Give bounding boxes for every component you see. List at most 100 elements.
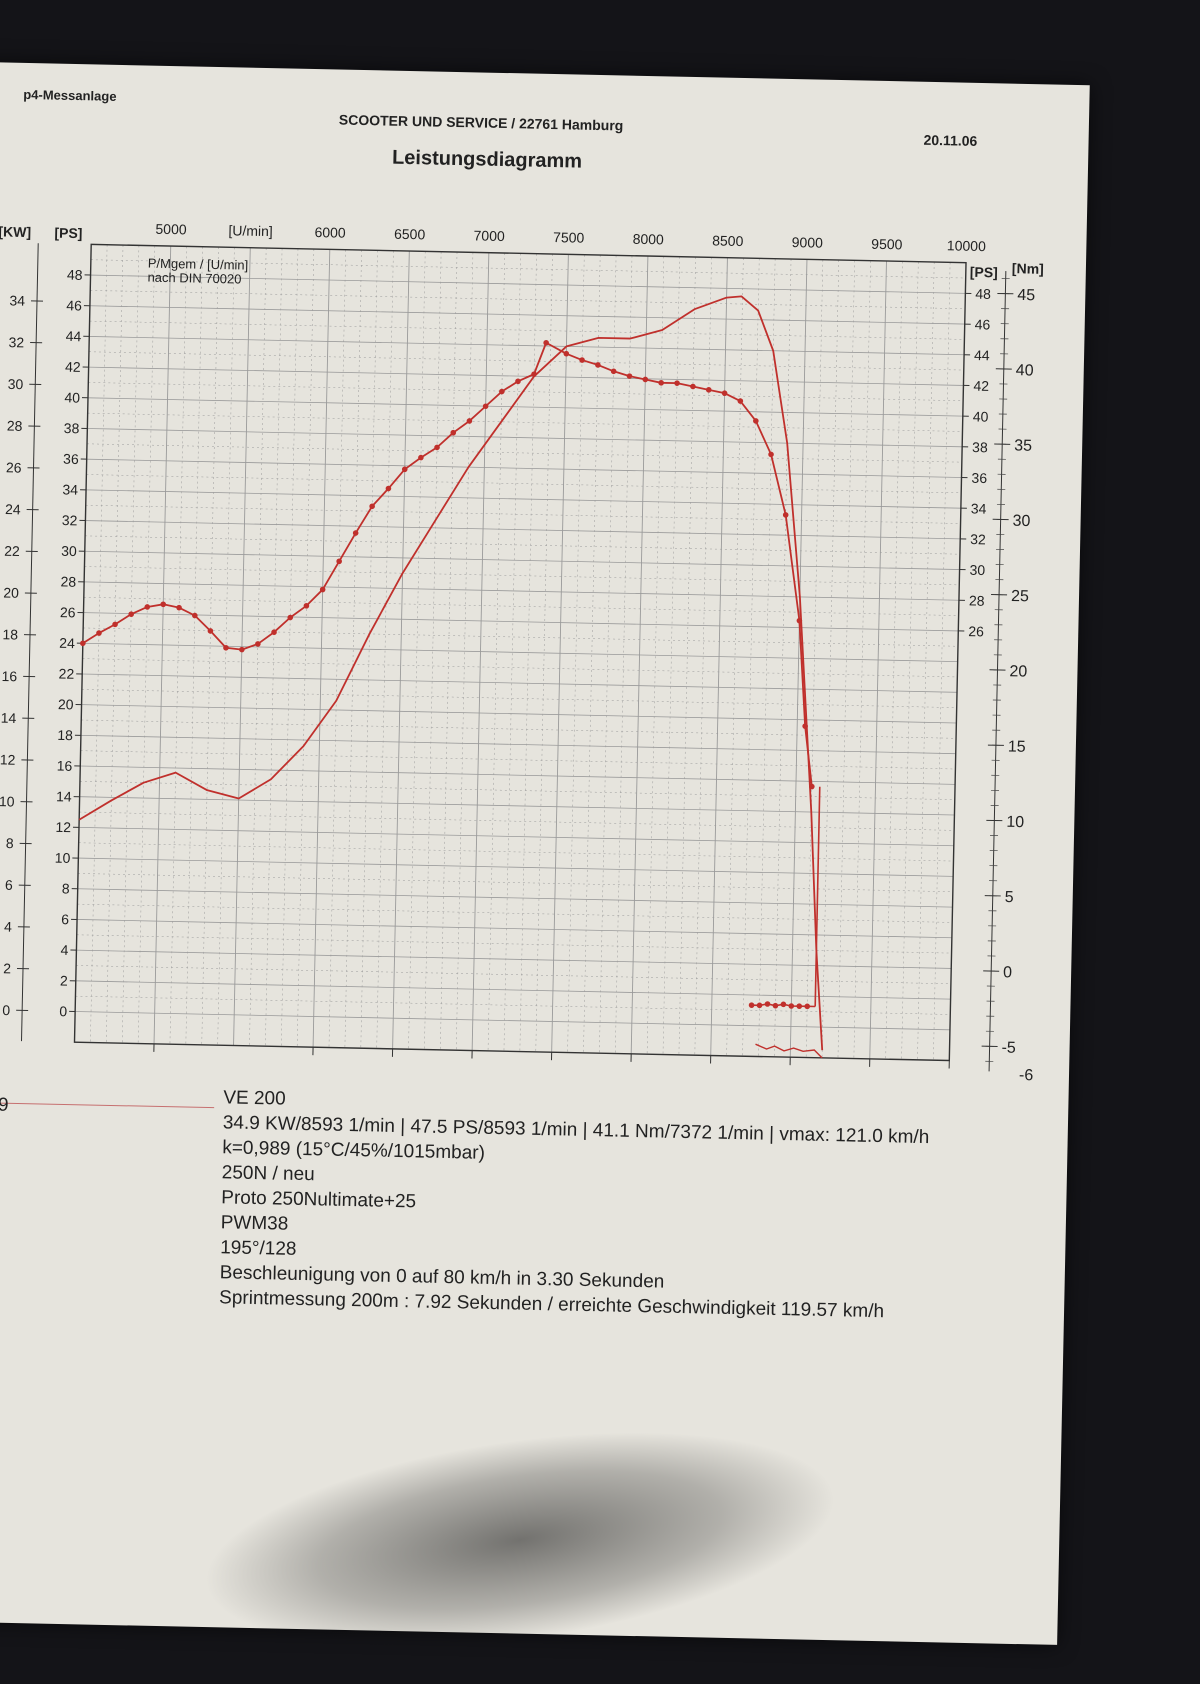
x-tick-label-top: 6500 bbox=[394, 226, 426, 243]
ps-tick-label-right: 40 bbox=[973, 408, 989, 424]
grid-line-horizontal bbox=[89, 367, 964, 385]
grid-line-horizontal bbox=[82, 689, 957, 707]
chart-grid bbox=[74, 244, 966, 1060]
grid-line-horizontal bbox=[88, 413, 963, 431]
ps-tick-label-right: 30 bbox=[969, 562, 985, 578]
x-axis-label-bottom: [U/min] bbox=[204, 1063, 261, 1083]
grid-line-horizontal bbox=[84, 582, 959, 600]
ps-tick-label-left: 20 bbox=[58, 696, 74, 712]
torque-point bbox=[144, 604, 150, 610]
grid-line-horizontal bbox=[87, 444, 962, 462]
grid-line-horizontal bbox=[79, 843, 954, 861]
x-tick-label-top: 10000 bbox=[947, 237, 986, 254]
torque-curve-nm bbox=[80, 333, 821, 786]
nm-tick-label: 45 bbox=[1017, 287, 1035, 304]
grid-line-horizontal bbox=[89, 352, 964, 370]
x-tick-label-top: 9500 bbox=[871, 236, 903, 253]
torque-tail-point bbox=[788, 1003, 794, 1009]
grid-line-horizontal bbox=[85, 551, 960, 569]
ps-tick-label-left: 4 bbox=[60, 942, 68, 958]
x-axis-label-top: [U/min] bbox=[228, 222, 273, 239]
ps-tick-label-right: 46 bbox=[975, 316, 991, 332]
torque-point bbox=[611, 368, 617, 374]
torque-point bbox=[706, 387, 712, 393]
power-tail bbox=[755, 1044, 822, 1058]
grid-line-horizontal bbox=[78, 858, 953, 876]
grid-line-horizontal bbox=[80, 797, 955, 815]
kw-axis bbox=[22, 243, 39, 1041]
kw-tick-label: 34 bbox=[9, 292, 25, 308]
x-tick-label-bottom: 7500 bbox=[531, 1070, 571, 1083]
nm-tick-label: 40 bbox=[1016, 362, 1034, 379]
ps-tick-label-left: 44 bbox=[66, 328, 82, 344]
torque-tail-point bbox=[773, 1003, 779, 1009]
power-curve-ps bbox=[75, 283, 838, 1050]
ps-tick-label-right: 38 bbox=[972, 439, 988, 455]
grid-line-horizontal bbox=[89, 336, 964, 354]
grid-line-horizontal bbox=[83, 659, 958, 677]
grid-line-horizontal bbox=[90, 290, 965, 308]
torque-point bbox=[674, 380, 680, 386]
ps-tick-label-left: 26 bbox=[60, 604, 76, 620]
kw-tick-label: 0 bbox=[2, 1002, 10, 1018]
kw-tick-label: 16 bbox=[1, 668, 17, 684]
grid-line-horizontal bbox=[85, 536, 960, 554]
grid-line-horizontal bbox=[83, 643, 958, 661]
torque-tail-point bbox=[765, 1001, 771, 1007]
kw-tick-label: 20 bbox=[3, 584, 19, 600]
ps-tick-label-left: 32 bbox=[62, 512, 78, 528]
grid-line-horizontal bbox=[88, 398, 963, 416]
power-chart: [KW][PS][PS]3432302826242220181614121086… bbox=[0, 160, 1088, 1083]
x-tick-label-bottom: 8500 bbox=[690, 1073, 730, 1083]
ps-tick-label-left: 38 bbox=[64, 420, 80, 436]
nm-tick-label: 20 bbox=[1009, 663, 1027, 680]
ps-tick-label-left: 40 bbox=[64, 389, 80, 405]
grid-line-horizontal bbox=[86, 490, 961, 508]
x-tick-label-bottom: 5000 bbox=[133, 1061, 173, 1082]
nm-unit-label: [Nm] bbox=[1012, 260, 1044, 277]
ps-tick-label-left: 36 bbox=[63, 451, 79, 467]
grid-line-horizontal bbox=[84, 567, 959, 585]
torque-point bbox=[768, 452, 774, 458]
torque-point bbox=[783, 512, 789, 518]
ps-tick-label-left: 14 bbox=[56, 788, 72, 804]
ps-unit-label-right: [PS] bbox=[970, 264, 998, 281]
device-name: p4-Messanlage bbox=[23, 87, 116, 104]
x-tick-label-bottom: 8000 bbox=[610, 1071, 650, 1083]
grid-line-horizontal bbox=[75, 1012, 950, 1030]
grid-line-horizontal bbox=[86, 475, 961, 493]
ps-tick-label-right: 36 bbox=[971, 470, 987, 486]
ps-tick-label-right: 42 bbox=[973, 378, 989, 394]
ps-tick-label-left: 34 bbox=[62, 481, 78, 497]
grid-line-horizontal bbox=[79, 812, 954, 830]
grid-line-horizontal bbox=[77, 904, 952, 922]
grid-line-horizontal bbox=[90, 321, 965, 339]
nm-tick-label: 10 bbox=[1006, 814, 1024, 831]
grid-line-horizontal bbox=[86, 505, 961, 523]
x-tick-label-top: 7500 bbox=[553, 229, 585, 246]
nm-tick-label: 15 bbox=[1008, 738, 1026, 755]
x-tick-label-top: 7000 bbox=[473, 227, 505, 244]
ps-tick-label-right: 26 bbox=[968, 623, 984, 639]
kw-tick-label: 22 bbox=[4, 543, 20, 559]
ps-tick-label-left: 24 bbox=[59, 635, 75, 651]
ps-tick-label-left: 48 bbox=[67, 267, 83, 283]
ps-tick-label-left: 28 bbox=[60, 573, 76, 589]
grid-line-horizontal bbox=[87, 428, 962, 446]
x-tick-label-top: 8500 bbox=[712, 232, 744, 249]
grid-line-horizontal bbox=[76, 965, 951, 983]
ps-tick-label-left: 46 bbox=[66, 297, 82, 313]
grid-line-horizontal bbox=[77, 935, 952, 953]
ps-tick-label-left: 2 bbox=[60, 972, 68, 988]
kw-tick-label: 8 bbox=[6, 835, 14, 851]
torque-tail-point bbox=[757, 1002, 763, 1008]
grid-line-horizontal bbox=[90, 306, 965, 324]
ps-tick-label-left: 12 bbox=[55, 819, 71, 835]
shop-name: SCOOTER UND SERVICE / 22761 Hamburg bbox=[339, 112, 624, 134]
torque-tail-point bbox=[781, 1001, 787, 1007]
nm-tick-label: 0 bbox=[1003, 964, 1012, 981]
kw-tick-label: 12 bbox=[0, 751, 16, 767]
kw-tick-label: 6 bbox=[5, 877, 13, 893]
ps-tick-label-right: 28 bbox=[969, 592, 985, 608]
grid-line-horizontal bbox=[81, 751, 956, 769]
